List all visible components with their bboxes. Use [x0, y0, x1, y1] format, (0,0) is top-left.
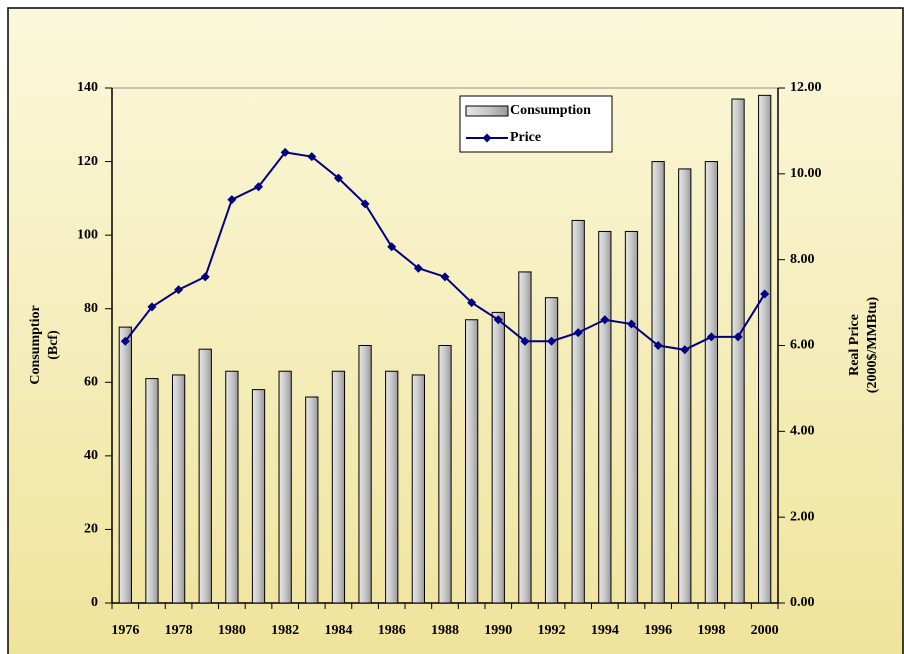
bar [305, 396, 319, 604]
price-marker [626, 319, 636, 329]
y-tick-label: 140 [77, 80, 98, 95]
x-tick-label: 1990 [484, 623, 512, 638]
x-tick-label: 1980 [218, 623, 246, 638]
price-marker [280, 147, 290, 157]
bar [678, 168, 692, 604]
x-tick-label: 1982 [271, 623, 299, 638]
price-marker [467, 298, 477, 308]
bar [544, 297, 559, 604]
x-tick-label: 1984 [324, 623, 352, 638]
bar [571, 219, 585, 604]
price-marker [174, 285, 184, 295]
bar [331, 370, 346, 604]
x-tick-label: 1998 [697, 623, 725, 638]
price-marker [547, 336, 557, 346]
y2-tick-label: 10.00 [790, 166, 822, 181]
price-marker [227, 195, 237, 205]
price-marker [733, 332, 743, 342]
legend-label: Consumption [510, 103, 591, 118]
y2-tick-label: 8.00 [790, 252, 815, 267]
price-marker [387, 242, 397, 252]
y2-tick-label: 6.00 [790, 338, 815, 353]
price-marker [440, 272, 450, 282]
price-marker [307, 152, 317, 162]
x-tick-label: 1976 [111, 623, 139, 638]
price-marker [573, 328, 583, 338]
price-marker [413, 263, 423, 273]
x-tick-label: 1986 [378, 623, 406, 638]
bar [278, 370, 292, 604]
price-marker [147, 302, 157, 312]
bar [118, 326, 132, 604]
price-marker [360, 199, 370, 209]
y2-tick-label: 4.00 [790, 424, 815, 439]
price-marker [653, 341, 663, 350]
bar [438, 345, 452, 604]
bar [651, 161, 665, 604]
price-marker [680, 345, 690, 355]
legend-marker [482, 133, 492, 143]
legend-box [459, 95, 613, 153]
y-tick-label: 40 [84, 448, 98, 463]
bar [251, 389, 266, 604]
y-tick-label: 20 [84, 522, 98, 537]
bar [465, 319, 479, 604]
y2-tick-label: 0.00 [790, 595, 815, 610]
y-axis-title: Consumptior [28, 305, 43, 384]
bar [145, 378, 159, 604]
bar [731, 98, 745, 604]
bar [704, 161, 719, 604]
y-tick-label: 100 [77, 227, 98, 242]
price-marker [254, 182, 264, 192]
bar [491, 311, 505, 604]
bar [758, 94, 772, 604]
y2-axis-title: (2000$/MMBtu) [865, 296, 880, 393]
bar [385, 370, 399, 604]
y-axis-title: (Bcf) [46, 330, 61, 360]
bar [518, 271, 532, 604]
price-marker [493, 315, 503, 325]
x-tick-label: 1992 [538, 623, 566, 638]
y2-axis-title: Real Price [847, 314, 862, 376]
price-marker [520, 336, 530, 346]
y2-tick-label: 2.00 [790, 509, 815, 524]
price-marker [760, 289, 770, 299]
bar [171, 374, 186, 604]
y-tick-label: 80 [84, 301, 98, 316]
bar [598, 230, 612, 604]
x-tick-label: 1988 [431, 623, 459, 638]
y-tick-label: 120 [77, 154, 98, 169]
x-tick-label: 1996 [644, 623, 672, 638]
bar [358, 345, 372, 604]
y2-tick-label: 12.00 [790, 80, 822, 95]
legend-label: Price [510, 130, 541, 145]
bar [411, 374, 425, 604]
x-tick-label: 2000 [751, 623, 779, 638]
bar [198, 348, 212, 604]
legend-swatch [465, 105, 509, 117]
bar [624, 230, 639, 604]
price-marker [600, 315, 610, 325]
price-marker [333, 173, 343, 183]
bar [225, 370, 239, 604]
y-tick-label: 0 [91, 595, 98, 610]
price-marker [706, 332, 716, 342]
x-tick-label: 1978 [165, 623, 193, 638]
price-marker [200, 272, 210, 282]
y-tick-label: 60 [84, 375, 98, 390]
price-marker [120, 336, 130, 346]
x-tick-label: 1994 [591, 623, 619, 638]
